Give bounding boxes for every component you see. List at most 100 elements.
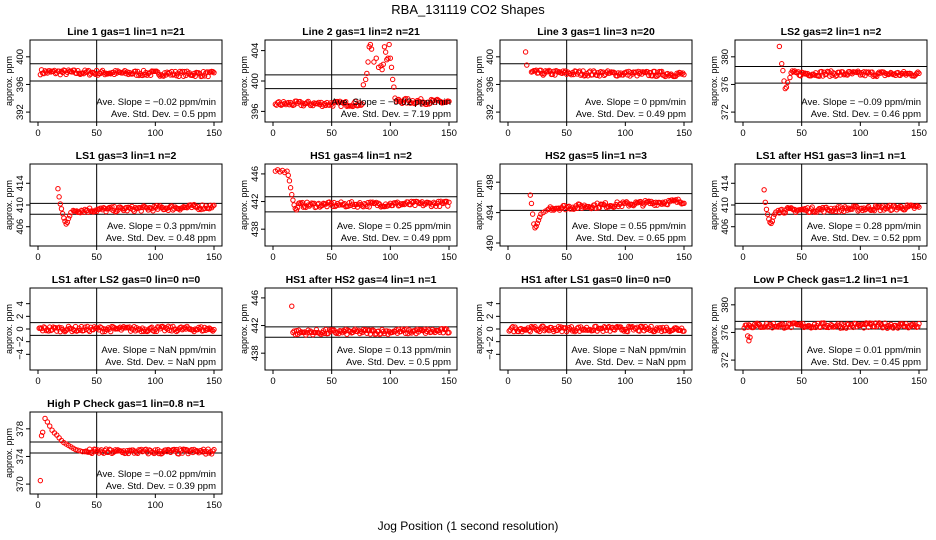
y-tick-label: −2 — [15, 336, 26, 347]
data-point — [401, 96, 408, 103]
data-point — [915, 324, 921, 330]
data-point — [323, 102, 329, 109]
data-point — [582, 72, 589, 78]
data-point — [58, 206, 65, 212]
data-point — [746, 338, 752, 344]
figure-title: RBA_131119 CO2 Shapes — [391, 2, 545, 17]
x-tick-label: 150 — [206, 500, 222, 511]
data-point — [780, 67, 786, 74]
x-tick-label: 150 — [441, 252, 457, 263]
x-tick-label: 50 — [796, 128, 807, 139]
slope-annotation: Ave. Slope = 0.28 ppm/min — [807, 221, 921, 232]
y-tick-label: 392 — [485, 104, 496, 120]
data-point — [156, 71, 162, 78]
data-point — [192, 203, 198, 210]
data-point — [810, 208, 817, 214]
y-tick-label: 396 — [250, 103, 261, 119]
panel-title: HS2 gas=5 lin=1 n=3 — [545, 150, 647, 162]
y-tick-label: 446 — [250, 290, 261, 306]
x-tick-label: 50 — [91, 128, 102, 139]
data-point — [205, 326, 211, 333]
data-point — [362, 76, 369, 83]
data-point — [580, 68, 586, 74]
x-tick-label: 100 — [617, 376, 633, 387]
slope-annotation: Ave. Slope = −0.09 ppm/min — [801, 97, 921, 108]
x-tick-label: 0 — [270, 128, 275, 139]
data-point — [211, 446, 217, 453]
data-point — [446, 199, 452, 205]
x-tick-label: 100 — [147, 500, 163, 511]
y-tick-label: 396 — [15, 77, 26, 93]
data-point — [807, 323, 813, 330]
y-axis-label: approx. ppm — [474, 304, 484, 354]
y-axis-label: approx. ppm — [474, 180, 484, 230]
data-point — [66, 213, 73, 219]
data-point — [657, 325, 664, 331]
slope-annotation: Ave. Slope = 0.01 ppm/min — [807, 345, 921, 356]
y-tick-label: 376 — [720, 77, 731, 93]
x-tick-label: 150 — [206, 252, 222, 263]
data-point — [44, 419, 51, 425]
data-point — [681, 71, 687, 78]
data-point — [779, 61, 785, 67]
y-tick-label: 376 — [720, 325, 731, 341]
std-dev-annotation: Ave. Std. Dev. = 0.49 ppm — [576, 109, 686, 120]
x-tick-label: 0 — [505, 252, 510, 263]
data-point — [333, 330, 340, 337]
y-axis-label: approx. ppm — [4, 180, 14, 230]
slope-annotation: Ave. Slope = −0.02 ppm/min — [96, 97, 216, 108]
data-point — [289, 101, 295, 107]
panel-title: Low P Check gas=1.2 lin=1 n=1 — [753, 274, 908, 286]
slope-annotation: Ave. Slope = NaN ppm/min — [571, 345, 686, 356]
data-point — [916, 70, 922, 77]
data-point — [39, 429, 46, 435]
x-tick-label: 50 — [326, 128, 337, 139]
data-point — [373, 55, 379, 61]
y-tick-label: 414 — [720, 175, 731, 191]
y-tick-label: 392 — [15, 104, 26, 120]
data-point — [783, 84, 790, 90]
data-point — [821, 320, 827, 326]
data-point — [37, 477, 44, 484]
y-tick-label: 494 — [485, 205, 496, 221]
x-tick-label: 50 — [796, 252, 807, 263]
x-tick-label: 0 — [505, 376, 510, 387]
x-tick-label: 0 — [270, 252, 275, 263]
data-point — [154, 69, 161, 75]
data-point — [380, 61, 386, 67]
panel-frame — [29, 39, 223, 123]
data-point — [399, 201, 405, 208]
data-point — [534, 327, 541, 334]
panel-frame — [499, 163, 693, 247]
panel-frame — [29, 411, 223, 495]
x-tick-label: 0 — [270, 376, 275, 387]
data-point — [54, 328, 60, 334]
y-axis-label: approx. ppm — [474, 56, 484, 106]
data-point — [534, 220, 541, 226]
y-tick-label: 400 — [485, 49, 496, 65]
x-tick-label: 100 — [852, 128, 868, 139]
data-point — [782, 85, 788, 92]
data-point — [894, 323, 900, 330]
y-axis-label: approx. ppm — [709, 56, 719, 106]
y-tick-label: 374 — [15, 449, 26, 465]
data-point — [65, 215, 72, 222]
data-point — [899, 206, 906, 212]
data-point — [364, 70, 370, 77]
data-point — [764, 211, 771, 217]
x-tick-label: 50 — [91, 376, 102, 387]
std-dev-annotation: Ave. Std. Dev. = 0.5 ppm — [111, 109, 216, 120]
data-point — [370, 327, 376, 333]
data-point — [587, 204, 593, 211]
slope-annotation: Ave. Slope = NaN ppm/min — [101, 345, 216, 356]
data-point — [566, 324, 572, 331]
data-point — [279, 101, 286, 108]
data-point — [681, 328, 687, 334]
data-point — [211, 202, 217, 208]
data-point — [387, 55, 394, 61]
y-tick-label: 442 — [250, 318, 261, 334]
data-point — [870, 73, 876, 79]
y-tick-label: 400 — [250, 73, 261, 89]
data-point — [285, 172, 291, 178]
